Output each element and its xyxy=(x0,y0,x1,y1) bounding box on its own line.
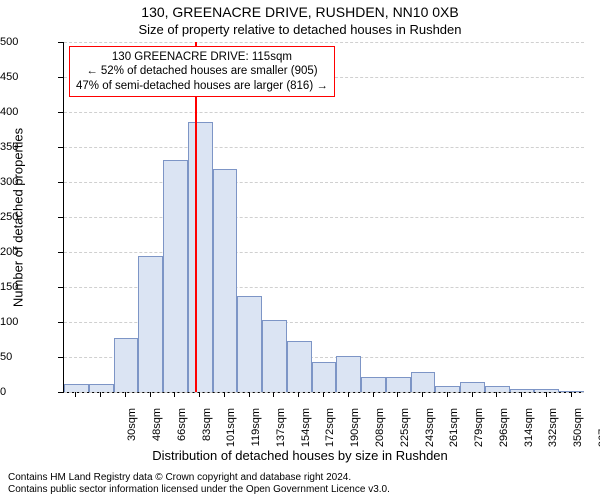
chart-title-line1: 130, GREENACRE DRIVE, RUSHDEN, NN10 0XB xyxy=(0,4,600,20)
x-tick-mark xyxy=(150,392,151,397)
y-tick-mark xyxy=(58,357,63,358)
histogram-bar xyxy=(262,320,287,392)
y-tick-label: 200 xyxy=(0,246,55,258)
x-tick-mark xyxy=(521,392,522,397)
x-tick-mark xyxy=(298,392,299,397)
footer-attribution: Contains HM Land Registry data © Crown c… xyxy=(8,472,390,496)
histogram-bar xyxy=(435,386,460,392)
chart-title-line2: Size of property relative to detached ho… xyxy=(0,22,600,37)
histogram-bar xyxy=(534,389,559,392)
footer-line2: Contains public sector information licen… xyxy=(8,484,390,496)
histogram-bar xyxy=(89,384,114,392)
x-tick-mark xyxy=(472,392,473,397)
y-tick-mark xyxy=(58,112,63,113)
x-tick-mark xyxy=(199,392,200,397)
y-tick-mark xyxy=(58,77,63,78)
chart-container: { "title_line1": "130, GREENACRE DRIVE, … xyxy=(0,0,600,500)
gridline xyxy=(64,42,584,43)
gridline xyxy=(64,392,584,393)
histogram-bar xyxy=(188,122,213,392)
callout-line2: ← 52% of detached houses are smaller (90… xyxy=(76,64,328,78)
histogram-bar xyxy=(287,341,312,392)
y-tick-label: 450 xyxy=(0,71,55,83)
histogram-bar xyxy=(163,160,188,392)
y-tick-mark xyxy=(58,182,63,183)
x-tick-mark xyxy=(125,392,126,397)
gridline xyxy=(64,217,584,218)
histogram-bar xyxy=(411,372,436,392)
x-tick-mark xyxy=(546,392,547,397)
histogram-bar xyxy=(386,377,411,392)
histogram-bar xyxy=(138,256,163,393)
x-tick-mark xyxy=(273,392,274,397)
x-tick-mark xyxy=(249,392,250,397)
gridline xyxy=(64,252,584,253)
y-tick-mark xyxy=(58,322,63,323)
gridline xyxy=(64,182,584,183)
callout-line1: 130 GREENACRE DRIVE: 115sqm xyxy=(76,50,328,64)
x-tick-mark xyxy=(447,392,448,397)
x-tick-mark xyxy=(323,392,324,397)
footer-line1: Contains HM Land Registry data © Crown c… xyxy=(8,472,390,484)
x-tick-mark xyxy=(496,392,497,397)
histogram-bar xyxy=(460,382,485,392)
y-tick-mark xyxy=(58,147,63,148)
y-tick-label: 400 xyxy=(0,106,55,118)
histogram-bar xyxy=(114,338,139,392)
gridline xyxy=(64,147,584,148)
histogram-bar xyxy=(336,356,361,392)
callout-box: 130 GREENACRE DRIVE: 115sqm ← 52% of det… xyxy=(69,46,335,97)
y-tick-label: 300 xyxy=(0,176,55,188)
histogram-bar xyxy=(64,384,89,392)
x-tick-mark xyxy=(422,392,423,397)
y-tick-label: 0 xyxy=(0,386,55,398)
y-tick-mark xyxy=(58,392,63,393)
x-tick-mark xyxy=(75,392,76,397)
histogram-bar xyxy=(213,169,238,392)
y-tick-mark xyxy=(58,217,63,218)
y-tick-label: 250 xyxy=(0,211,55,223)
x-tick-mark xyxy=(571,392,572,397)
y-tick-label: 150 xyxy=(0,281,55,293)
x-tick-mark xyxy=(348,392,349,397)
y-tick-mark xyxy=(58,252,63,253)
histogram-bar xyxy=(361,377,386,392)
y-tick-mark xyxy=(58,287,63,288)
x-tick-mark xyxy=(397,392,398,397)
histogram-bar xyxy=(237,296,262,392)
y-tick-mark xyxy=(58,42,63,43)
x-tick-mark xyxy=(100,392,101,397)
x-tick-mark xyxy=(373,392,374,397)
x-axis-label: Distribution of detached houses by size … xyxy=(0,448,600,463)
x-tick-mark xyxy=(174,392,175,397)
gridline xyxy=(64,112,584,113)
y-tick-label: 100 xyxy=(0,316,55,328)
x-tick-mark xyxy=(224,392,225,397)
y-tick-label: 50 xyxy=(0,351,55,363)
histogram-bar xyxy=(559,391,584,392)
callout-line3: 47% of semi-detached houses are larger (… xyxy=(76,79,328,93)
y-tick-label: 350 xyxy=(0,141,55,153)
y-tick-label: 500 xyxy=(0,36,55,48)
histogram-bar xyxy=(312,362,337,392)
